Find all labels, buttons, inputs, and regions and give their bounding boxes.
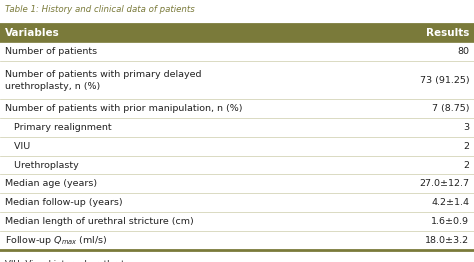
Text: Median age (years): Median age (years) <box>5 179 97 188</box>
Text: 2: 2 <box>463 161 469 170</box>
Text: 4.2±1.4: 4.2±1.4 <box>431 198 469 207</box>
Text: Table 1: History and clinical data of patients: Table 1: History and clinical data of pa… <box>5 5 194 14</box>
Text: Median follow-up (years): Median follow-up (years) <box>5 198 122 207</box>
Text: Primary realignment: Primary realignment <box>5 123 111 132</box>
Bar <box>0 42 474 61</box>
Text: Urethroplasty: Urethroplasty <box>5 161 79 170</box>
Bar <box>0 137 474 156</box>
Text: VIU: Visual internal urethrotomy: VIU: Visual internal urethrotomy <box>5 260 143 262</box>
Text: Number of patients with prior manipulation, n (%): Number of patients with prior manipulati… <box>5 104 242 113</box>
Text: 80: 80 <box>457 47 469 56</box>
Text: VIU: VIU <box>5 142 30 151</box>
Text: Follow-up $Q_{max}$ (ml/s): Follow-up $Q_{max}$ (ml/s) <box>5 234 107 247</box>
Text: 73 (91.25): 73 (91.25) <box>419 76 469 85</box>
Bar <box>0 174 474 193</box>
Text: 18.0±3.2: 18.0±3.2 <box>425 236 469 245</box>
Text: Results: Results <box>426 28 469 38</box>
Bar <box>0 231 474 250</box>
Text: 1.6±0.9: 1.6±0.9 <box>431 217 469 226</box>
Bar <box>0 212 474 231</box>
Text: 27.0±12.7: 27.0±12.7 <box>419 179 469 188</box>
Bar <box>0 24 474 42</box>
Text: 2: 2 <box>463 142 469 151</box>
Text: Median length of urethral stricture (cm): Median length of urethral stricture (cm) <box>5 217 193 226</box>
Bar <box>0 61 474 99</box>
Text: Number of patients: Number of patients <box>5 47 97 56</box>
Bar <box>0 193 474 212</box>
Text: 7 (8.75): 7 (8.75) <box>432 104 469 113</box>
Text: Variables: Variables <box>5 28 60 38</box>
Text: Number of patients with primary delayed
urethroplasty, n (%): Number of patients with primary delayed … <box>5 70 201 91</box>
Bar <box>0 118 474 137</box>
Bar <box>0 99 474 118</box>
Text: 3: 3 <box>463 123 469 132</box>
Bar <box>0 156 474 174</box>
